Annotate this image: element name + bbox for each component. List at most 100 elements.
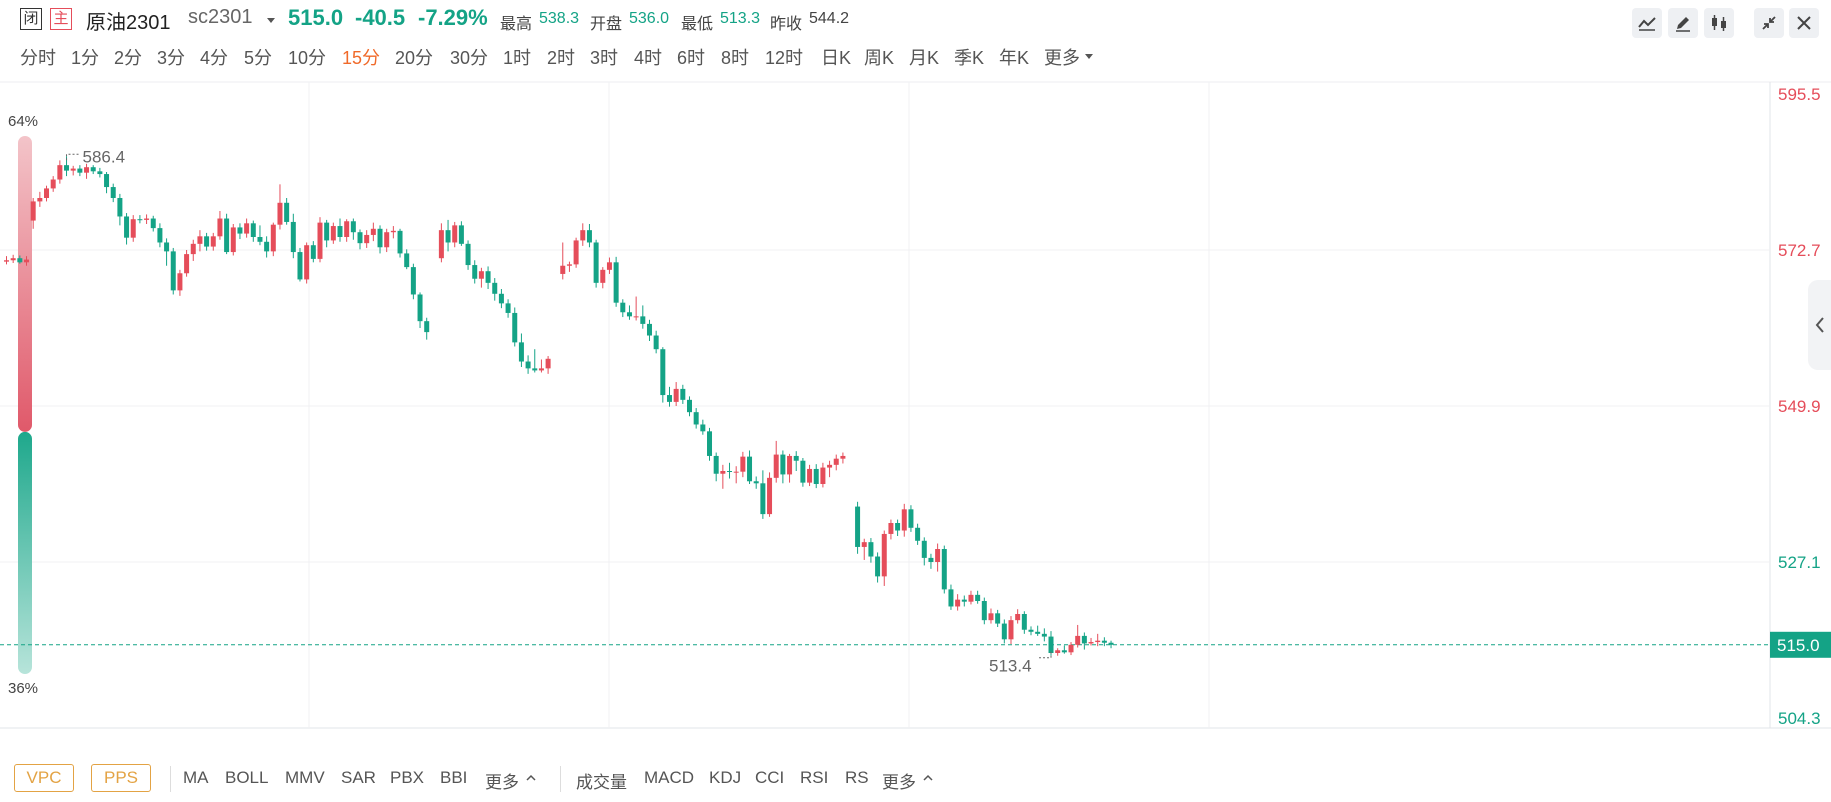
period-tab[interactable]: 2分: [114, 48, 143, 68]
candle-body: [793, 455, 799, 461]
close-button[interactable]: [1789, 8, 1819, 38]
indicator-option[interactable]: RSI: [800, 768, 829, 787]
period-tab[interactable]: 1分: [71, 48, 100, 68]
indicator-option[interactable]: MACD: [644, 768, 695, 787]
max-marker: [66, 153, 81, 161]
period-tab[interactable]: 20分: [395, 48, 434, 68]
instrument-name[interactable]: 原油2301: [86, 12, 171, 34]
candle-body: [164, 242, 170, 252]
period-tab[interactable]: 1时: [503, 48, 532, 68]
candle-body: [868, 542, 874, 557]
indicator-option[interactable]: PBX: [390, 768, 425, 787]
close-icon: [1797, 16, 1811, 30]
chart-type-button[interactable]: [1704, 8, 1734, 38]
candle-body: [4, 260, 9, 262]
period-tab[interactable]: 年K: [999, 48, 1030, 68]
candle-body: [337, 226, 343, 237]
period-tab[interactable]: 6时: [677, 48, 706, 68]
candle-body: [197, 236, 203, 244]
candle-body: [230, 227, 236, 253]
candle-body: [144, 218, 150, 220]
more-indicators-button[interactable]: 更多: [485, 773, 519, 792]
period-tab[interactable]: 15分: [342, 48, 381, 68]
candle-body: [545, 358, 551, 369]
candle-body: [117, 198, 123, 217]
period-tab[interactable]: 3分: [157, 48, 186, 68]
candle-body: [417, 294, 423, 322]
period-tab[interactable]: 更多: [1044, 48, 1080, 68]
period-tab[interactable]: 4时: [634, 48, 663, 68]
y-tick-label: 527.1: [1778, 553, 1821, 572]
candle-body: [512, 312, 518, 343]
period-tab[interactable]: 5分: [244, 48, 273, 68]
candle-body: [586, 230, 592, 243]
indicator-option[interactable]: MA: [183, 768, 209, 787]
more-indicators-button[interactable]: 更多: [882, 773, 916, 792]
period-tab[interactable]: 3时: [590, 48, 619, 68]
indicator-option[interactable]: BOLL: [225, 768, 269, 787]
indicator-option[interactable]: SAR: [341, 768, 376, 787]
candle-body: [270, 224, 276, 252]
collapse-button[interactable]: [1754, 8, 1784, 38]
line-chart-button[interactable]: [1632, 8, 1662, 38]
period-tab[interactable]: 周K: [864, 48, 895, 68]
period-tab[interactable]: 2时: [547, 48, 576, 68]
candle-body: [37, 198, 43, 202]
candlestick-icon: [1712, 15, 1726, 31]
candle-body: [465, 243, 471, 266]
vpc-bottom-label: 36%: [8, 680, 38, 697]
indicator-option[interactable]: KDJ: [709, 768, 742, 787]
period-tab[interactable]: 分时: [20, 48, 56, 68]
period-tab[interactable]: 12时: [765, 48, 804, 68]
candle-body: [1001, 623, 1007, 640]
period-tab[interactable]: 4分: [200, 48, 229, 68]
indicator-option[interactable]: BBI: [440, 768, 468, 787]
candle-body: [995, 613, 1001, 624]
candle-body: [1041, 633, 1047, 637]
indicator-option[interactable]: RS: [845, 768, 869, 787]
candle-body: [767, 477, 773, 515]
candle-body: [290, 221, 296, 253]
period-tab[interactable]: 月K: [909, 48, 940, 68]
candle-body: [888, 523, 894, 534]
pen-icon: [1676, 17, 1690, 32]
indicator-option[interactable]: CCI: [755, 768, 785, 787]
candle-body: [70, 168, 76, 171]
period-tab[interactable]: 10分: [288, 48, 327, 68]
indicator-option[interactable]: MMV: [285, 768, 325, 787]
candle-body: [613, 262, 619, 303]
candle-body: [915, 527, 921, 541]
period-tab[interactable]: 日K: [821, 48, 852, 68]
candle-body: [1101, 640, 1107, 643]
candle-body: [224, 218, 230, 253]
candle-body: [525, 361, 531, 369]
candle-body: [472, 265, 478, 279]
vpc-toggle[interactable]: VPC: [14, 764, 74, 792]
chevron-down-icon[interactable]: [267, 18, 275, 23]
period-tab[interactable]: 8时: [721, 48, 750, 68]
candle-body: [445, 230, 451, 243]
candle-body: [50, 179, 56, 189]
candle-body: [84, 167, 90, 173]
candle-body: [753, 481, 759, 484]
candle-body: [157, 228, 163, 243]
candle-body: [820, 467, 826, 484]
y-tick-label: 595.5: [1778, 85, 1821, 104]
period-tab[interactable]: 30分: [450, 48, 489, 68]
vpc-up-bar: [18, 136, 32, 432]
candle-body: [566, 264, 572, 266]
pps-toggle[interactable]: PPS: [91, 764, 151, 792]
candle-body: [733, 471, 739, 473]
candle-body: [64, 165, 70, 171]
vpc-down-bar: [18, 431, 32, 674]
period-tab[interactable]: 季K: [954, 48, 985, 68]
candle-body: [24, 259, 30, 263]
indicator-option[interactable]: 成交量: [576, 773, 627, 792]
instrument-code[interactable]: sc2301: [188, 6, 253, 28]
draw-tool-button[interactable]: [1668, 8, 1698, 38]
current-price-label: 515.0: [1777, 636, 1820, 655]
candle-body: [1028, 629, 1034, 632]
side-panel-toggle[interactable]: [1808, 280, 1831, 370]
